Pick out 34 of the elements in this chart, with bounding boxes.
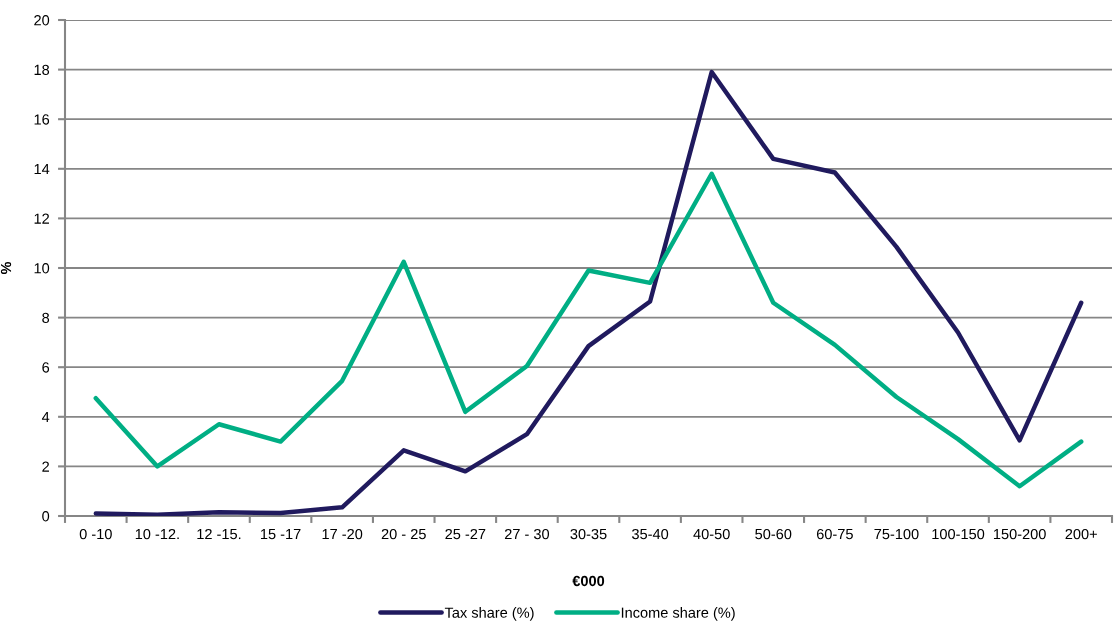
x-tick-label: 60-75 bbox=[816, 528, 853, 540]
y-tick-label: 20 bbox=[34, 15, 50, 26]
y-axis-title: % bbox=[0, 261, 12, 275]
y-tick-label: 12 bbox=[34, 213, 49, 224]
x-tick-label: 75-100 bbox=[874, 528, 919, 540]
y-tick-label: 6 bbox=[42, 362, 50, 373]
x-tick-label: 15 -17 bbox=[261, 529, 301, 540]
y-tick-label: 14 bbox=[34, 164, 50, 175]
y-tick-label: 18 bbox=[34, 64, 50, 76]
y-tick-label: 16 bbox=[34, 114, 50, 125]
line-series bbox=[93, 69, 1084, 516]
x-axis-title: €000 bbox=[572, 575, 605, 587]
x-tick-label: 35-40 bbox=[632, 528, 669, 540]
x-tick-label: 150-200 bbox=[993, 528, 1046, 540]
x-tick-label: 50-60 bbox=[755, 528, 792, 540]
x-tick-label: 200+ bbox=[1065, 528, 1097, 540]
legend-label: Tax share (%) bbox=[444, 607, 534, 621]
y-tick-label: 2 bbox=[42, 461, 49, 472]
x-tick-label: 25 -27 bbox=[445, 528, 486, 540]
x-tick-label: 27 - 30 bbox=[504, 528, 550, 540]
line-series bbox=[93, 171, 1084, 489]
x-tick-label: 17 -20 bbox=[322, 528, 363, 540]
x-tick-label: 20 - 25 bbox=[381, 528, 426, 540]
x-tick-label: 10 -12. bbox=[135, 528, 179, 540]
legend-label: Income share (%) bbox=[621, 607, 735, 621]
y-tick-label: 4 bbox=[41, 412, 50, 423]
x-tick-label: 40-50 bbox=[693, 528, 730, 540]
x-tick-label: 12 -15. bbox=[197, 528, 241, 540]
y-tick-label: 10 bbox=[34, 263, 50, 274]
x-tick-label: 100-150 bbox=[932, 528, 985, 540]
y-tick-label: 8 bbox=[42, 312, 50, 324]
y-tick-label: 0 bbox=[42, 511, 50, 522]
x-tick-label: 30-35 bbox=[570, 528, 607, 540]
x-tick-label: 0 -10 bbox=[79, 528, 112, 540]
